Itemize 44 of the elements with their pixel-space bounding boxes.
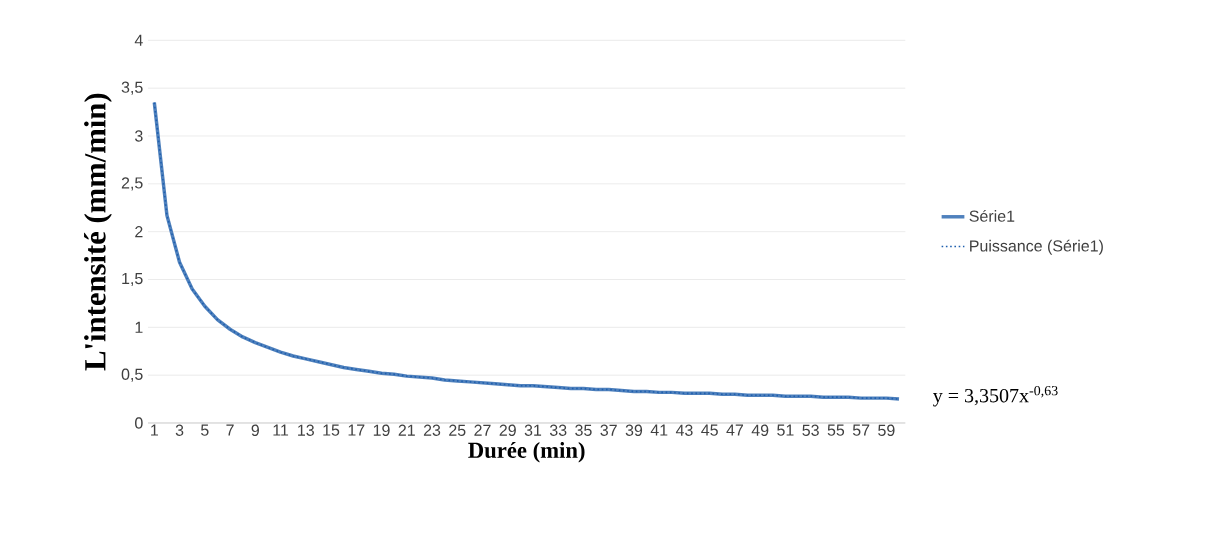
x-tick-label: 35 bbox=[575, 424, 592, 436]
x-tick-label: 37 bbox=[600, 424, 617, 436]
y-tick-label: 2,5 bbox=[121, 177, 143, 191]
x-tick-label: 23 bbox=[423, 424, 441, 436]
x-tick-label: 51 bbox=[777, 424, 794, 436]
x-tick-label: 49 bbox=[751, 424, 769, 436]
x-tick-label: 31 bbox=[524, 424, 542, 436]
x-tick-label: 33 bbox=[549, 424, 567, 436]
y-axis-title: L'intensité (mm/min) bbox=[84, 93, 112, 371]
x-tick-label: 3 bbox=[175, 424, 184, 436]
x-tick-label: 45 bbox=[701, 424, 718, 436]
y-tick-label: 3 bbox=[135, 130, 143, 142]
y-tick-label: 1,5 bbox=[122, 272, 143, 287]
x-tick-label: 1 bbox=[151, 424, 158, 436]
text: y = 3,3507x$^{-0,63}$ bbox=[933, 385, 1058, 407]
x-tick-label: 53 bbox=[802, 424, 819, 436]
x-tick-label: 39 bbox=[625, 424, 643, 436]
y-tick-label: 0,5 bbox=[121, 368, 143, 382]
x-axis-title: Durée (min) bbox=[468, 441, 585, 463]
y-tick-label: 0 bbox=[135, 417, 143, 429]
x-tick-label: 5 bbox=[201, 424, 209, 436]
x-tick-label: 59 bbox=[878, 424, 895, 436]
x-tick-label: 11 bbox=[273, 424, 289, 436]
legend-label: Série1 bbox=[969, 209, 1015, 222]
x-tick-label: 55 bbox=[827, 424, 845, 436]
x-tick-label: 7 bbox=[226, 424, 234, 436]
y-tick-label: 4 bbox=[134, 34, 143, 46]
x-tick-label: 15 bbox=[323, 424, 340, 436]
x-tick-label: 47 bbox=[726, 424, 744, 436]
x-tick-label: 43 bbox=[675, 424, 693, 436]
x-tick-label: 57 bbox=[852, 424, 870, 436]
y-tick-label: 1 bbox=[135, 321, 143, 333]
x-tick-label: 41 bbox=[650, 424, 668, 436]
y-tick-label: 2 bbox=[135, 226, 143, 238]
legend-label: Puissance (Série1) bbox=[970, 239, 1103, 255]
x-tick-label: 17 bbox=[348, 424, 365, 436]
y-tick-label: 3,5 bbox=[121, 81, 143, 95]
x-tick-label: 29 bbox=[499, 424, 516, 436]
x-tick-label: 13 bbox=[298, 424, 314, 436]
x-tick-label: 19 bbox=[373, 424, 390, 436]
x-tick-label: 25 bbox=[449, 424, 466, 436]
x-tick-label: 9 bbox=[251, 424, 259, 436]
x-tick-label: 27 bbox=[474, 424, 491, 436]
x-tick-label: 21 bbox=[398, 424, 415, 436]
